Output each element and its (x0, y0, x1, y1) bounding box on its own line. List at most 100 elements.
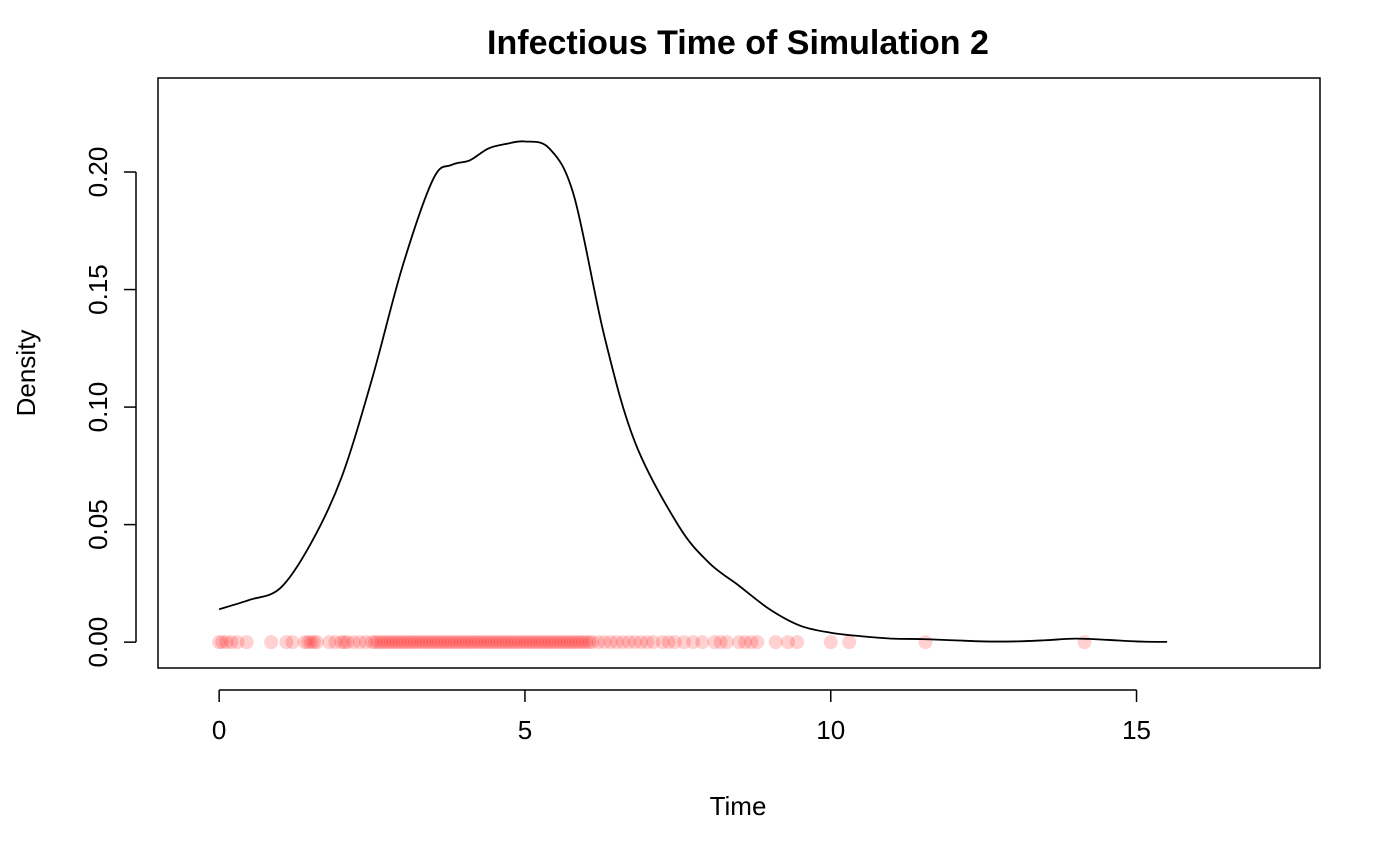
rug-point (475, 635, 490, 650)
rug-point (472, 635, 487, 650)
y-axis-label: Density (11, 330, 41, 417)
rug-point (465, 635, 480, 650)
x-tick-label: 0 (212, 715, 226, 745)
rug-point (334, 635, 349, 650)
rug-point (322, 635, 337, 650)
rug-point (493, 635, 508, 650)
rug-point (264, 635, 279, 650)
rug-point (579, 635, 594, 650)
rug-point (640, 635, 655, 650)
rug-point (719, 635, 734, 650)
rug-point (358, 635, 373, 650)
rug-point (462, 635, 477, 650)
rug-point (404, 635, 419, 650)
rug-point (371, 635, 386, 650)
rug-point (628, 635, 643, 650)
rug-point (539, 635, 554, 650)
rug-point (790, 635, 805, 650)
rug-point (707, 635, 722, 650)
rug-point (426, 635, 441, 650)
rug-point (435, 635, 450, 650)
x-axis-label: Time (710, 791, 767, 821)
rug-point (374, 635, 389, 650)
rug-point (1077, 635, 1092, 650)
x-tick-label: 5 (518, 715, 532, 745)
rug-point (407, 635, 422, 650)
x-axis: 0 5 10 15 (212, 689, 1151, 745)
rug-point (655, 635, 670, 650)
rug-point (346, 635, 361, 650)
y-tick-label: 0.15 (83, 264, 113, 315)
rug-point (352, 635, 367, 650)
rug-point (634, 635, 649, 650)
rug-point (508, 635, 523, 650)
rug-point (423, 635, 438, 650)
rug-point (401, 635, 416, 650)
rug-point (661, 635, 676, 650)
rug-point (557, 635, 572, 650)
rug-point (738, 635, 753, 650)
rug-point (603, 635, 618, 650)
rug-point (548, 635, 563, 650)
rug-point (732, 635, 746, 650)
y-axis: 0.00 0.05 0.10 0.15 0.20 (83, 147, 137, 668)
rug-point (365, 635, 380, 650)
rug-point (768, 635, 783, 650)
x-tick-label: 15 (1122, 715, 1151, 745)
rug-point (306, 635, 321, 650)
rug-point (340, 635, 355, 650)
rug-point (395, 635, 410, 650)
rug-point (569, 635, 584, 650)
plot-frame (157, 77, 1321, 669)
rug-point (224, 635, 239, 650)
rug-point (615, 635, 630, 650)
rug-point (410, 635, 425, 650)
rug-point (444, 635, 459, 650)
rug-point (469, 635, 484, 650)
rug-point (533, 635, 548, 650)
rug-point (215, 635, 230, 650)
rug-point (502, 635, 517, 650)
rug-point (576, 635, 591, 650)
rug-point (490, 635, 505, 650)
rug-point (392, 635, 407, 650)
rug-point (239, 635, 254, 650)
rug-point (918, 635, 933, 650)
x-tick-label: 10 (816, 715, 845, 745)
rug-point (429, 635, 444, 650)
y-tick-label: 0.00 (83, 617, 113, 668)
rug-point (310, 635, 325, 650)
rug-point (582, 635, 597, 650)
rug-point (521, 635, 536, 650)
y-tick-label: 0.05 (83, 499, 113, 550)
rug-point (517, 635, 532, 650)
rug-point (279, 635, 294, 650)
rug-point (744, 635, 759, 650)
rug-point (219, 635, 234, 650)
rug-point (542, 635, 557, 650)
rug-point (585, 635, 600, 650)
rug-point (750, 635, 765, 650)
rug-point (530, 635, 545, 650)
rug-point (566, 635, 581, 650)
rug-point (554, 635, 569, 650)
rug-point (417, 635, 432, 650)
rug-point (377, 635, 392, 650)
rug-point (285, 635, 300, 650)
rug-point (511, 635, 526, 650)
rug-point (667, 635, 682, 650)
rug-point (297, 635, 312, 650)
rug-point (413, 635, 428, 650)
rug-point (459, 635, 474, 650)
rug-point (842, 635, 857, 650)
rug-point (212, 635, 227, 650)
rug-point (450, 635, 465, 650)
rug-point (389, 635, 404, 650)
rug-point (453, 635, 468, 650)
rug-point (536, 635, 551, 650)
rug-point (780, 635, 795, 650)
rug-point (447, 635, 462, 650)
rug-point (597, 635, 612, 650)
rug-point (303, 635, 318, 650)
